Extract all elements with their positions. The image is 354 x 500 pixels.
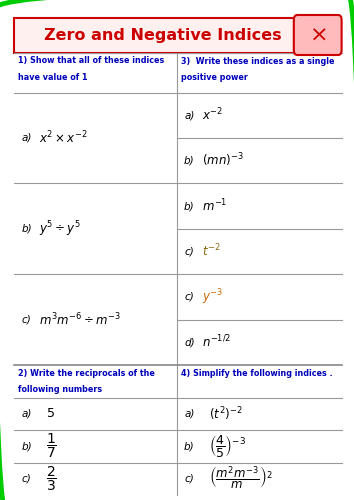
Text: a): a): [21, 409, 32, 418]
Text: d): d): [184, 338, 195, 347]
Text: have value of 1: have value of 1: [18, 72, 87, 82]
Text: $(mn)^{-3}$: $(mn)^{-3}$: [202, 152, 244, 170]
Text: $x^{-2}$: $x^{-2}$: [202, 107, 223, 124]
Text: $(t^2)^{-2}$: $(t^2)^{-2}$: [209, 405, 242, 422]
Text: a): a): [184, 409, 194, 418]
Text: $\times$: $\times$: [309, 25, 326, 45]
Text: $x^2 \times x^{-2}$: $x^2 \times x^{-2}$: [39, 130, 88, 146]
Text: $\dfrac{2}{3}$: $\dfrac{2}{3}$: [46, 464, 57, 493]
Text: b): b): [21, 224, 32, 234]
Text: b): b): [184, 156, 195, 166]
Text: $\left(\dfrac{4}{5}\right)^{-3}$: $\left(\dfrac{4}{5}\right)^{-3}$: [209, 433, 246, 459]
Text: $m^{-1}$: $m^{-1}$: [202, 198, 227, 214]
Text: $y^{-3}$: $y^{-3}$: [202, 287, 223, 306]
Text: $m^3m^{-6} \div m^{-3}$: $m^3m^{-6} \div m^{-3}$: [39, 312, 121, 328]
Text: 2) Write the reciprocals of the: 2) Write the reciprocals of the: [18, 368, 155, 378]
Text: positive power: positive power: [181, 72, 247, 82]
Text: a): a): [21, 133, 32, 143]
Text: $\left(\dfrac{m^2m^{-3}}{m}\right)^2$: $\left(\dfrac{m^2m^{-3}}{m}\right)^2$: [209, 465, 273, 492]
Text: b): b): [184, 201, 195, 211]
Text: $\dfrac{1}{7}$: $\dfrac{1}{7}$: [46, 432, 57, 460]
FancyBboxPatch shape: [294, 15, 342, 55]
Text: $y^5 \div y^5$: $y^5 \div y^5$: [39, 219, 81, 238]
Text: a): a): [184, 110, 194, 120]
Text: $5$: $5$: [46, 407, 55, 420]
Text: c): c): [21, 474, 31, 484]
Text: 3)  Write these indices as a single: 3) Write these indices as a single: [181, 56, 334, 66]
Text: 4) Simplify the following indices .: 4) Simplify the following indices .: [181, 368, 332, 378]
Text: 1) Show that all of these indices: 1) Show that all of these indices: [18, 56, 164, 66]
Text: c): c): [184, 292, 194, 302]
Text: Zero and Negative Indices: Zero and Negative Indices: [44, 28, 282, 42]
Text: c): c): [184, 474, 194, 484]
Text: c): c): [184, 246, 194, 256]
Text: following numbers: following numbers: [18, 384, 102, 394]
Bar: [14, 18, 322, 52]
Text: b): b): [21, 441, 32, 451]
Text: $t^{-2}$: $t^{-2}$: [202, 243, 221, 260]
Text: c): c): [21, 314, 31, 324]
Text: b): b): [184, 441, 195, 451]
Text: $n^{-1/2}$: $n^{-1/2}$: [202, 334, 231, 350]
